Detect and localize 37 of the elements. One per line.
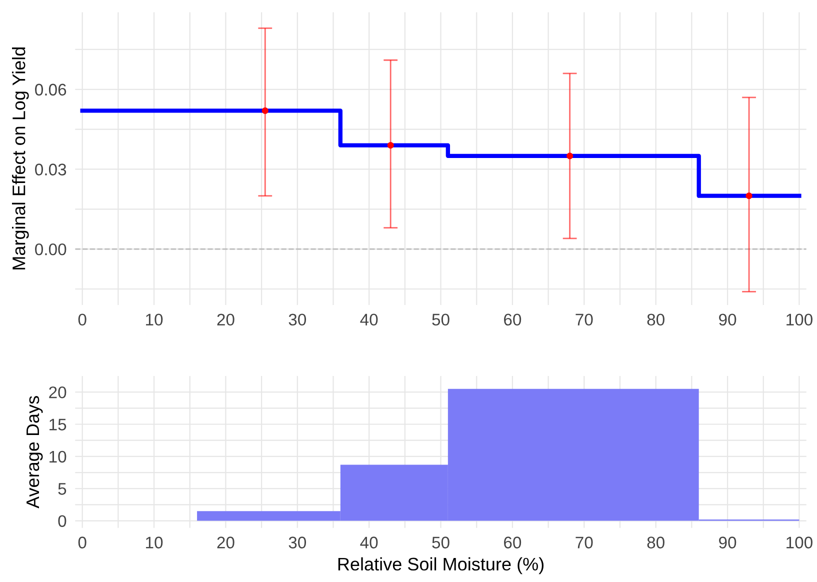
x-axis-title: Relative Soil Moisture (%) [338,557,544,574]
x-tick-label: 60 [504,314,522,326]
y-tick-label: 0 [58,515,66,527]
x-tick-label: 40 [360,536,378,548]
x-tick-label: 30 [288,314,306,326]
y-tick-label: 20 [49,386,66,398]
x-tick-label: 100 [786,536,812,548]
x-tick-label: 80 [647,314,664,326]
point [566,152,574,160]
x-tick-label: 10 [146,314,163,326]
x-tick-label: 20 [217,536,234,548]
point [387,142,394,149]
y-tick-label: 0.06 [35,84,66,96]
x-tick-label: 0 [78,314,86,326]
y-tick-label: 15 [50,418,66,430]
point [262,107,268,114]
x-tick-label: 80 [647,536,664,548]
x-tick-label: 60 [504,536,522,548]
x-tick-label: 0 [78,536,86,548]
x-tick-label: 30 [288,536,306,548]
x-tick-label: 50 [432,314,450,326]
point [746,192,752,200]
x-tick-label: 20 [217,314,234,326]
x-tick-label: 50 [432,536,450,548]
x-tick-label: 100 [786,314,812,326]
x-tick-label: 10 [146,536,163,548]
x-tick-label: 70 [576,314,593,326]
y-tick-label: 0.03 [35,164,66,176]
y-tick-label: 0.00 [35,243,66,256]
y-tick-label: 10 [50,450,66,463]
x-tick-label: 70 [576,536,593,548]
x-tick-label: 90 [719,536,736,548]
y-axis-title: Average Days [26,396,43,508]
y-axis-title: Marginal Effect on Log Yield [12,47,29,270]
y-tick-label: 5 [58,483,66,495]
x-tick-label: 90 [719,314,736,326]
x-tick-label: 40 [360,314,378,326]
